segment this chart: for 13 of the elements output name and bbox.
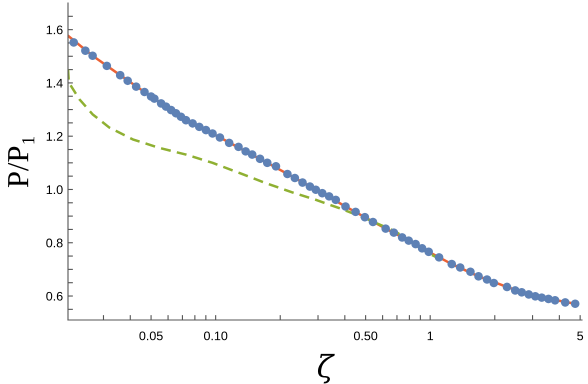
y-tick-label: 1.0: [46, 185, 63, 194]
x-tick-label: 0.50: [354, 331, 378, 340]
x-tick-label: 0.05: [139, 331, 163, 340]
x-axis-title: ζ: [318, 354, 335, 384]
y-tick-label: 1.6: [46, 25, 63, 34]
x-tick-label: 1: [428, 332, 434, 340]
y-tick-label: 1.2: [46, 132, 63, 141]
y-tick-label: 0.6: [46, 292, 63, 301]
y-tick-label: 1.4: [46, 78, 63, 88]
x-tick-label: 0.10: [204, 331, 228, 340]
y-axis-title: P/P₁: [8, 137, 34, 188]
x-tick-label: 5: [577, 332, 584, 340]
y-tick-label: 0.8: [46, 238, 63, 248]
